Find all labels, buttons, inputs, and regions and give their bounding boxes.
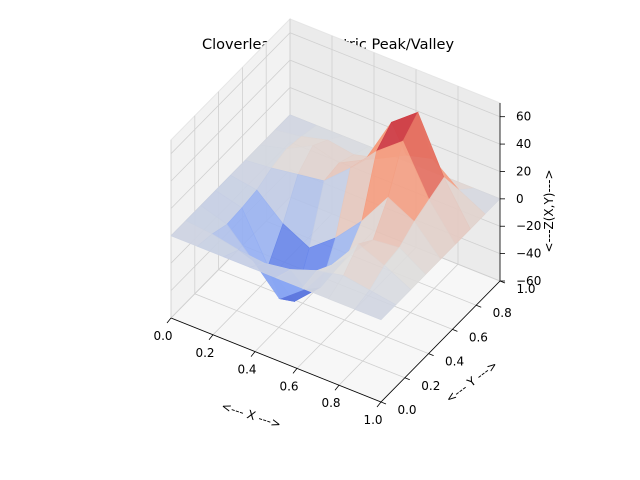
x-tick-mark [250, 351, 256, 357]
x-axis-line [170, 317, 382, 403]
x-tick-label: 0.2 [195, 346, 214, 360]
x-tick-label: 0.8 [321, 396, 340, 410]
z-tick-label: −60 [516, 274, 541, 288]
surface-plot [170, 111, 501, 321]
gridline-z [170, 59, 501, 182]
z-tick-label: 0 [516, 192, 524, 206]
z-tick-label: 20 [516, 164, 531, 178]
z-axis-label: <---Z(X,Y)---> [542, 169, 556, 252]
y-tick-label: 0.8 [493, 306, 512, 320]
y-axis-line [380, 280, 501, 403]
y-tick-label: 1.0 [516, 282, 535, 296]
y-tick-label: 0.2 [421, 379, 440, 393]
z-tick-label: −40 [516, 247, 541, 261]
x-tick-label: 0.0 [153, 329, 172, 343]
y-tick-mark [380, 401, 387, 405]
surface-face [354, 289, 397, 321]
y-tick-label: 0.4 [445, 355, 464, 369]
y-tick-mark [452, 329, 458, 332]
y-tick-mark [404, 377, 410, 381]
x-tick-mark [208, 334, 214, 341]
gridline-z [170, 32, 501, 154]
x-tick-label: 0.6 [279, 379, 298, 393]
x-axis-label: <--- X ---> [220, 399, 283, 431]
axis-lines [170, 103, 501, 403]
x-tick-label: 1.0 [363, 413, 382, 427]
y-tick-label: 0.6 [469, 330, 488, 344]
z-tick-label: 60 [516, 110, 531, 124]
x-tick-mark [166, 317, 172, 324]
x-tick-label: 0.4 [237, 363, 256, 377]
x-tick-mark [292, 368, 298, 374]
x-tick-mark [334, 384, 340, 391]
x-tick-mark [376, 401, 382, 408]
z-tick-label: −20 [516, 219, 541, 233]
y-tick-mark [476, 304, 482, 308]
y-tick-mark [428, 353, 434, 356]
tick-labels: 0.00.20.40.60.81.00.00.20.40.60.81.0−60−… [153, 110, 541, 427]
y-tick-label: 0.0 [397, 403, 416, 417]
z-tick-label: 40 [516, 137, 531, 151]
